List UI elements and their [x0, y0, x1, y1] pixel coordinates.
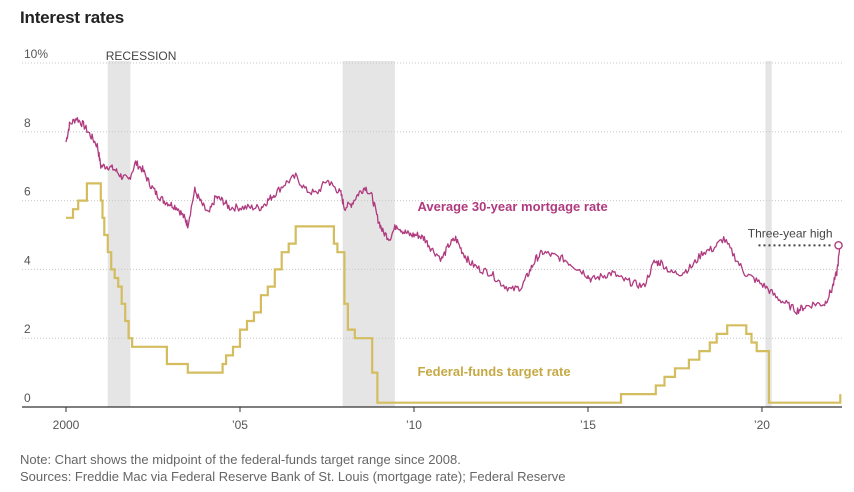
annotation-marker	[834, 241, 843, 250]
interest-rates-chart: RECESSION 0 2 4 6 8 10% 2000 ’05 ’10 ’15 ’20 Average…	[22, 47, 843, 432]
note-line-1: Note: Chart shows the midpoint of the fe…	[20, 452, 461, 467]
series-lines	[65, 116, 842, 404]
recession-band-3	[765, 61, 772, 407]
series-label-mortgage-rate: Average 30-year mortgage rate	[417, 199, 607, 214]
x-tick-label-2005: ’05	[232, 418, 248, 432]
y-tick-label-8: 8	[24, 116, 31, 130]
x-tick-label-2015: ’15	[580, 418, 596, 432]
series-line-fed-funds-rate	[66, 182, 842, 404]
y-tick-label-6: 6	[24, 185, 31, 199]
x-tick-label-2010: ’10	[406, 418, 422, 432]
y-tick-label-2: 2	[24, 322, 31, 336]
series-line-mortgage-rate	[65, 116, 841, 315]
chart-note: Note: Chart shows the midpoint of the fe…	[20, 451, 566, 485]
recession-band-1	[107, 61, 131, 407]
recession-bands	[107, 61, 772, 407]
annotation-label: Three-year high	[748, 226, 833, 240]
x-tick-label-2020: ’20	[754, 418, 770, 432]
recession-label: RECESSION	[106, 49, 177, 63]
x-tick-label-2000: 2000	[53, 418, 80, 432]
series-label-fed-funds-rate: Federal-funds target rate	[417, 364, 570, 379]
y-tick-label-0: 0	[24, 391, 31, 405]
chart-title: Interest rates	[20, 8, 124, 27]
chart-labels: RECESSION 0 2 4 6 8 10% 2000 ’05 ’10 ’15 ’20 Average…	[24, 47, 843, 432]
note-line-2: Sources: Freddie Mac via Federal Reserve…	[20, 469, 566, 484]
recession-band-2	[342, 61, 395, 407]
y-tick-label-10: 10%	[24, 47, 48, 61]
y-tick-label-4: 4	[24, 253, 31, 267]
gridlines	[22, 62, 842, 412]
